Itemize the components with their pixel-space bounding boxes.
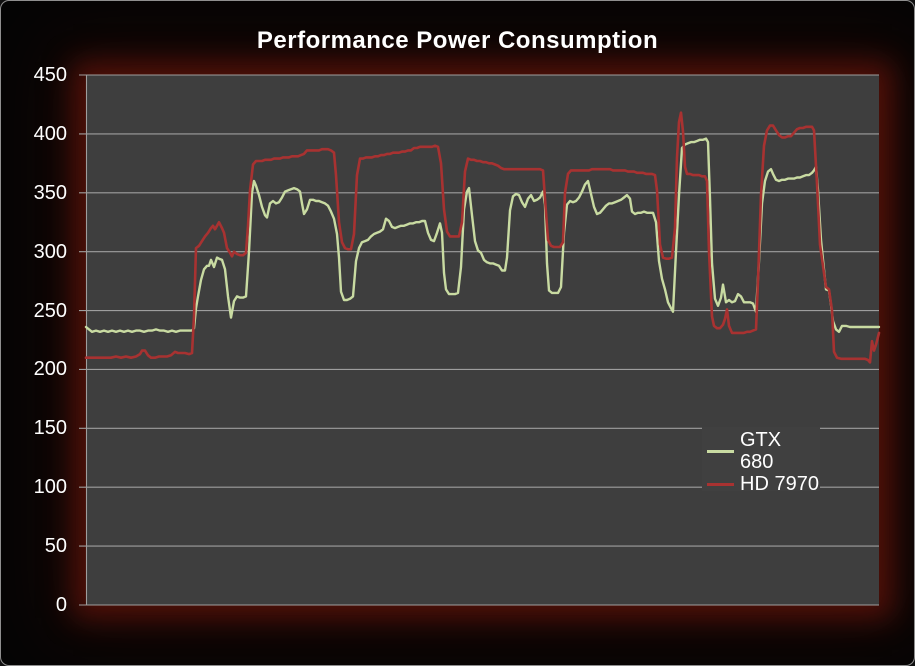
- y-axis-label-150: 150: [33, 417, 67, 440]
- y-axis-label-450: 450: [33, 64, 67, 86]
- y-axis-label-100: 100: [33, 476, 67, 499]
- y-axis-label-250: 250: [33, 299, 67, 322]
- chart-title: Performance Power Consumption: [256, 27, 659, 54]
- y-axis-label-400: 400: [33, 122, 67, 145]
- y-axis-label-0: 0: [55, 594, 67, 616]
- y-axis-label-350: 350: [33, 181, 67, 204]
- hd7970-line-swatch: [707, 482, 734, 486]
- y-axis: 450 400 350 300 250 200 150 100 50 0: [1, 1, 67, 665]
- gtx680-line-swatch: [707, 449, 734, 453]
- y-axis-label-50: 50: [44, 535, 67, 558]
- legend: GTX 680 HD 7970: [702, 427, 820, 495]
- y-axis-label-200: 200: [33, 358, 67, 381]
- legend-item-gtx680: GTX 680: [702, 429, 820, 473]
- legend-label-hd7970: HD 7970: [740, 473, 819, 495]
- legend-label-gtx680: GTX 680: [739, 429, 782, 473]
- y-axis-label-300: 300: [33, 240, 67, 263]
- plot-area: [86, 75, 879, 605]
- legend-item-hd7970: HD 7970: [702, 473, 820, 495]
